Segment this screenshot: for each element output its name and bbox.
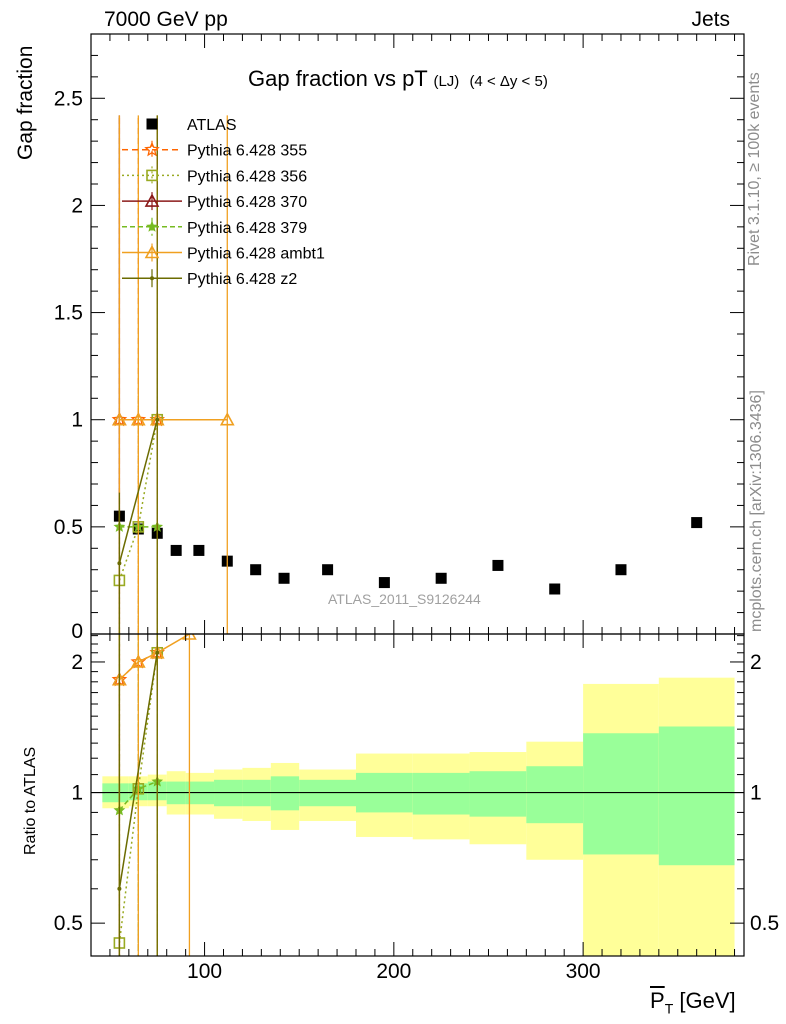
series-atlas xyxy=(113,510,703,595)
series-pythia-6-428-z2 xyxy=(117,115,160,634)
ratio-y-tick-label-right: 0.5 xyxy=(750,912,779,935)
data-point xyxy=(378,577,390,589)
x-axis-label-unit: [GeV] xyxy=(679,988,736,1013)
main-y-tick-label: 2.5 xyxy=(54,87,83,110)
legend-label: Pythia 6.428 355 xyxy=(187,143,307,160)
legend-marker xyxy=(144,193,160,207)
x-axis-label-sub: T xyxy=(664,1000,674,1017)
data-point xyxy=(278,572,290,584)
ratio-point xyxy=(182,634,197,640)
legend-entry-pythia-6-428-356: Pythia 6.428 356 xyxy=(122,166,307,185)
legend-label: Pythia 6.428 379 xyxy=(187,220,307,237)
data-point xyxy=(193,544,205,556)
data-point xyxy=(322,564,334,576)
legend-entry-pythia-6-428-ambt1: Pythia 6.428 ambt1 xyxy=(122,243,325,263)
header-left: 7000 GeV pp xyxy=(104,8,228,31)
legend-label: Pythia 6.428 370 xyxy=(187,194,307,211)
main-y-tick-label: 0.5 xyxy=(54,516,83,539)
band-green-segment xyxy=(270,776,300,811)
plot-title-range: (4 < Δy < 5) xyxy=(469,73,548,90)
series-line xyxy=(118,419,158,564)
ratio-series-line xyxy=(118,634,190,681)
x-tick-label: 100 xyxy=(187,960,222,983)
data-point xyxy=(250,564,262,576)
band-green-segment xyxy=(469,771,527,817)
ratio-point xyxy=(117,886,122,891)
ratio-point xyxy=(130,654,146,668)
plot-title-sub: (LJ) xyxy=(433,73,460,90)
data-point xyxy=(155,417,160,422)
legend-entry-atlas: ATLAS xyxy=(146,117,237,134)
legend-entry-pythia-6-428-z2: Pythia 6.428 z2 xyxy=(122,269,297,288)
band-green-segment xyxy=(412,772,470,815)
ratio-y-tick-label-right: 1 xyxy=(750,782,762,805)
plot-title-main: Gap fraction vs pT xyxy=(248,66,428,91)
ratio-y-tick-label-right: 2 xyxy=(750,651,762,674)
x-tick-label: 200 xyxy=(376,960,411,983)
x-axis-label-symbol: P xyxy=(650,988,665,1013)
legend-marker xyxy=(146,169,158,182)
main-y-tick-label: 0 xyxy=(71,620,83,643)
data-point xyxy=(492,559,504,571)
legend-marker xyxy=(144,244,160,259)
legend-marker xyxy=(146,118,158,130)
ratio-y-tick-label: 1 xyxy=(71,782,83,805)
legend-label: Pythia 6.428 z2 xyxy=(187,271,297,288)
band-green-segment xyxy=(658,726,735,866)
ratio-y-tick-label: 0.5 xyxy=(54,912,83,935)
ratio-point xyxy=(155,650,160,655)
data-point xyxy=(117,561,122,566)
legend-label: Pythia 6.428 ambt1 xyxy=(187,246,325,263)
ratio-series-line xyxy=(118,652,158,889)
data-point xyxy=(112,412,127,426)
x-tick-label: 300 xyxy=(566,960,601,983)
x-axis-label: PT [GeV] xyxy=(650,988,736,1016)
main-y-tick-label: 1 xyxy=(71,409,83,432)
band-green-segment xyxy=(583,733,659,855)
header-right: Jets xyxy=(691,8,730,31)
legend-marker xyxy=(146,220,158,232)
legend-label: ATLAS xyxy=(187,117,237,134)
plot-title: Gap fraction vs pT (LJ) (4 < Δy < 5) xyxy=(248,66,548,92)
ratio-series xyxy=(111,634,197,956)
legend-entry-pythia-6-428-370: Pythia 6.428 370 xyxy=(122,192,307,211)
band-green-segment xyxy=(526,766,584,824)
ratio-y-tick-label: 2 xyxy=(71,651,83,674)
data-point xyxy=(691,517,703,529)
legend-entry-pythia-6-428-379: Pythia 6.428 379 xyxy=(122,217,307,237)
legend-entry-pythia-6-428-355: Pythia 6.428 355 xyxy=(122,140,307,160)
ratio-series-pythia-6-428-z2 xyxy=(117,634,160,956)
legend-label: Pythia 6.428 356 xyxy=(187,168,307,185)
data-point xyxy=(549,583,561,595)
ratio-frame xyxy=(90,633,745,957)
legend-marker xyxy=(144,141,160,157)
main-y-tick-label: 2 xyxy=(71,194,83,217)
main-y-tick-label: 1.5 xyxy=(54,302,83,325)
data-point xyxy=(435,572,447,584)
main-series xyxy=(111,115,703,634)
legend-marker xyxy=(150,276,154,281)
data-point xyxy=(615,564,627,576)
legend: ATLAS Pythia 6.428 355 Pythia 6.428 356 Pyt… xyxy=(122,117,325,288)
data-point xyxy=(170,544,182,556)
watermark: ATLAS_2011_S9126244 xyxy=(328,591,481,607)
data-point xyxy=(130,412,146,426)
